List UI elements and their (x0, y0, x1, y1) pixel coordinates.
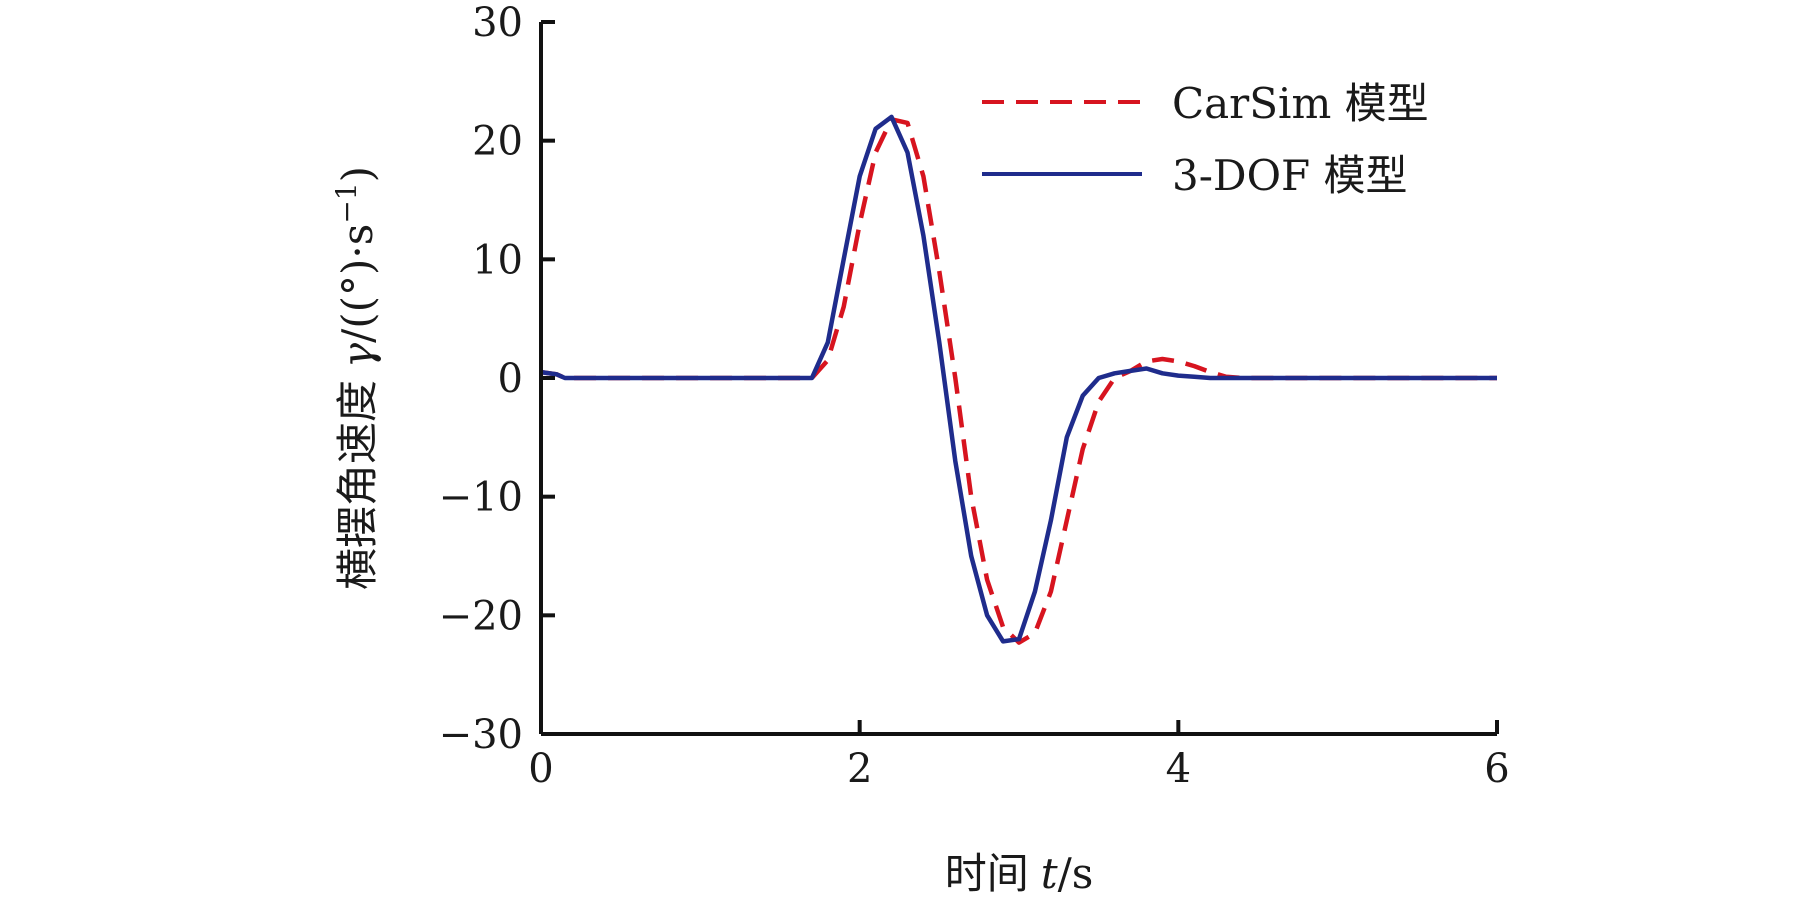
x-tick-label: 6 (1484, 746, 1509, 792)
legend-label-3dof: 3-DOF 模型 (1172, 151, 1408, 200)
x-tick-label: 0 (528, 746, 553, 792)
x-tick-layer: 0 2 4 6 (528, 720, 1510, 792)
y-tick-label: 20 (472, 119, 523, 165)
y-tick-label: 10 (472, 237, 523, 283)
legend-label-carsim: CarSim 模型 (1172, 79, 1429, 128)
y-axis-title-unit: /((°)·s (333, 224, 382, 343)
x-axis-title-prefix: 时间 (945, 849, 1029, 898)
x-tick-label: 4 (1166, 746, 1191, 792)
y-tick-label: 30 (472, 0, 523, 46)
x-tick-label: 2 (847, 746, 872, 792)
y-tick-label: −30 (439, 712, 523, 758)
y-axis-title: 横摆角速度 γ/((°)·s−1) (330, 166, 382, 590)
x-axis-title-unit: /s (1058, 849, 1094, 898)
plot-area: 0 2 4 6 30 20 10 0 −10 −20 −30 (439, 0, 1510, 792)
legend: CarSim 模型 3-DOF 模型 (982, 79, 1429, 200)
x-axis-title: 时间 t/s (945, 849, 1094, 898)
series-line-3dof (540, 114, 1497, 644)
y-axis-title-exp: −1 (330, 182, 363, 223)
y-tick-label: −20 (439, 593, 523, 639)
y-axis-title-close: ) (333, 166, 382, 182)
y-tick-label: 0 (498, 356, 523, 402)
x-axis-title-var: t (1041, 849, 1058, 898)
y-tick-label: −10 (439, 475, 523, 521)
y-tick-layer: 30 20 10 0 −10 −20 −30 (439, 0, 555, 758)
y-axis-title-var: γ (333, 342, 382, 368)
series-layer (540, 114, 1497, 645)
y-axis-title-prefix: 横摆角速度 (333, 380, 382, 590)
